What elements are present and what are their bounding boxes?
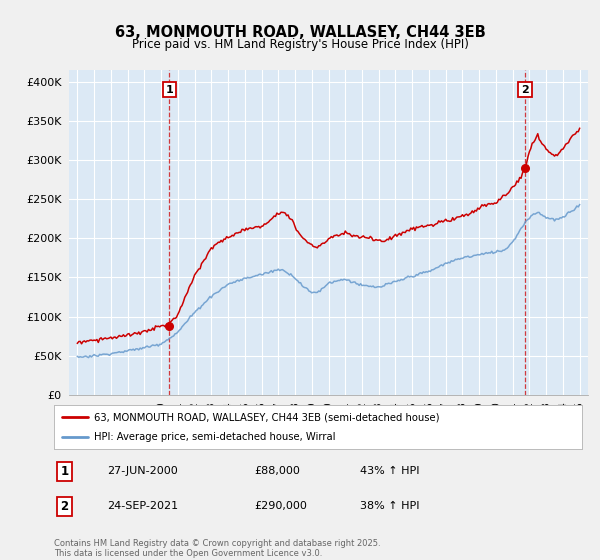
Text: Contains HM Land Registry data © Crown copyright and database right 2025.
This d: Contains HM Land Registry data © Crown c… — [54, 539, 380, 558]
Text: 2: 2 — [61, 500, 68, 513]
Text: Price paid vs. HM Land Registry's House Price Index (HPI): Price paid vs. HM Land Registry's House … — [131, 38, 469, 50]
Text: 1: 1 — [166, 85, 173, 95]
Text: 2: 2 — [521, 85, 529, 95]
Text: HPI: Average price, semi-detached house, Wirral: HPI: Average price, semi-detached house,… — [94, 432, 335, 442]
Text: 63, MONMOUTH ROAD, WALLASEY, CH44 3EB (semi-detached house): 63, MONMOUTH ROAD, WALLASEY, CH44 3EB (s… — [94, 412, 439, 422]
Text: 38% ↑ HPI: 38% ↑ HPI — [360, 501, 420, 511]
Text: £290,000: £290,000 — [254, 501, 308, 511]
Text: 63, MONMOUTH ROAD, WALLASEY, CH44 3EB: 63, MONMOUTH ROAD, WALLASEY, CH44 3EB — [115, 25, 485, 40]
Text: 24-SEP-2021: 24-SEP-2021 — [107, 501, 178, 511]
Text: 43% ↑ HPI: 43% ↑ HPI — [360, 466, 420, 477]
Text: £88,000: £88,000 — [254, 466, 301, 477]
Text: 1: 1 — [61, 465, 68, 478]
Text: 27-JUN-2000: 27-JUN-2000 — [107, 466, 178, 477]
